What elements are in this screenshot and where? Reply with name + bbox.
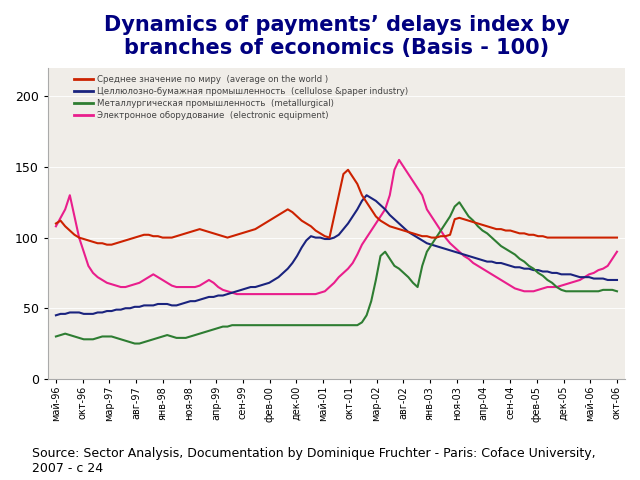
Legend: Среднее значение по миру  (average on the world ), Целлюлозно-бумажная промышлен: Среднее значение по миру (average on the…: [71, 71, 412, 123]
Title: Dynamics of payments’ delays index by
branches of economics (Basis - 100): Dynamics of payments’ delays index by br…: [104, 15, 569, 58]
Text: Source: Sector Analysis, Documentation by Dominique Fruchter - Paris: Coface Uni: Source: Sector Analysis, Documentation b…: [32, 447, 596, 475]
